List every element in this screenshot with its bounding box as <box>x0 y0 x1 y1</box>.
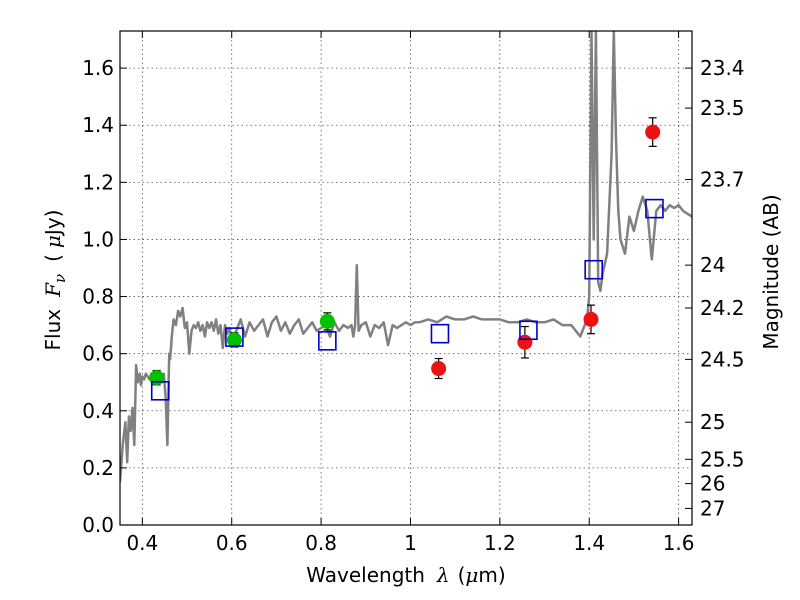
x-axis-label: Wavelength λ (μm) <box>306 563 505 587</box>
x-tick-label: 1.6 <box>663 531 695 555</box>
model-point <box>318 331 337 351</box>
y2-tick-label: 23.4 <box>700 56 745 80</box>
y-tick-label: 0.4 <box>82 399 114 423</box>
model-point <box>519 320 538 341</box>
y-tick-label: 0.6 <box>82 342 114 366</box>
data-point <box>583 311 599 327</box>
y2-axis-label: Magnitude (AB) <box>759 194 783 349</box>
y-tick-label: 1.2 <box>82 170 114 194</box>
y2-tick-label: 24.5 <box>700 347 745 371</box>
y2-tick-label: 24.2 <box>700 296 745 320</box>
x-tick-label: 1 <box>404 531 417 555</box>
model-point <box>225 327 244 347</box>
y2-tick-label: 23.7 <box>700 167 745 191</box>
x-tick-label: 1.4 <box>573 531 605 555</box>
data-point <box>645 124 661 140</box>
plot-frame <box>119 30 693 526</box>
series-layer <box>120 31 692 483</box>
x-tick-label: 1.2 <box>484 531 516 555</box>
model-point <box>645 198 664 219</box>
x-tick-label: 0.4 <box>126 531 158 555</box>
x-tick-label: 0.6 <box>216 531 248 555</box>
model-point <box>430 323 450 344</box>
model-point <box>584 259 603 280</box>
y-tick-label: 0.2 <box>82 456 114 480</box>
y-tick-label: 1.0 <box>82 227 114 251</box>
data-point <box>431 361 447 377</box>
grid-layer <box>120 31 692 526</box>
tick-layer: 0.4 0.6 0.8 1 1.2 1.4 1.6 0.0 0.2 0.4 0.6 0.8 1.0 1.2… <box>82 31 745 555</box>
y-axis-label: FluxFν(μJy) <box>41 210 69 351</box>
y-tick-label: 0.8 <box>82 285 114 309</box>
y2-tick-label: 26 <box>700 472 725 496</box>
y2-tick-label: 25 <box>700 410 725 434</box>
model-point <box>150 380 170 401</box>
data-point <box>319 313 335 329</box>
template-spectrum-line <box>120 31 692 483</box>
y2-tick-label: 27 <box>700 496 725 520</box>
y2-tick-label: 23.5 <box>700 96 745 120</box>
data-point <box>226 332 242 348</box>
x-tick-label: 0.8 <box>305 531 337 555</box>
y-tick-label: 0.0 <box>82 513 114 537</box>
y2-tick-label: 24 <box>700 253 725 277</box>
y2-tick-label: 25.5 <box>700 447 745 471</box>
y-tick-label: 1.4 <box>82 113 114 137</box>
y-tick-label: 1.6 <box>82 56 114 80</box>
